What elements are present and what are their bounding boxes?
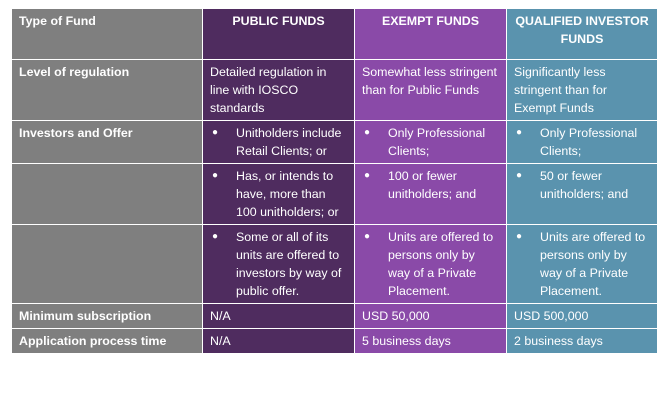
process-time-label: Application process time bbox=[11, 328, 203, 354]
process-time-exempt: 5 business days bbox=[354, 328, 507, 354]
regulation-exempt: Somewhat less stringent than for Public … bbox=[354, 59, 507, 121]
regulation-public: Detailed regulation in line with IOSCO s… bbox=[202, 59, 355, 121]
investors-public-1: ● Unitholders include Retail Clients; or bbox=[202, 120, 355, 164]
bullet-text: 50 or fewer unitholders; and bbox=[540, 169, 629, 201]
investors-row-2: ● Has, or intends to have, more than 100 … bbox=[11, 163, 658, 225]
investors-exempt-2: ● 100 or fewer unitholders; and bbox=[354, 163, 507, 225]
investors-row-1: Investors and Offer ● Unitholders include… bbox=[11, 120, 658, 164]
header-row: Type of Fund PUBLIC FUNDS EXEMPT FUNDS Q… bbox=[11, 8, 658, 60]
bullet-text: Unitholders include Retail Clients; or bbox=[236, 126, 342, 158]
bullet-text: Only Professional Clients; bbox=[540, 126, 638, 158]
investors-label-empty bbox=[11, 163, 203, 225]
funds-comparison-table: Type of Fund PUBLIC FUNDS EXEMPT FUNDS Q… bbox=[11, 8, 658, 354]
bullet-icon: ● bbox=[212, 170, 219, 181]
bullet-icon: ● bbox=[364, 127, 371, 138]
investors-label-empty bbox=[11, 224, 203, 304]
investors-qualified-2: ● 50 or fewer unitholders; and bbox=[506, 163, 658, 225]
header-public-funds: PUBLIC FUNDS bbox=[202, 8, 355, 60]
investors-row-3: ● Some or all of its units are offered to… bbox=[11, 224, 658, 304]
bullet-icon: ● bbox=[516, 231, 523, 242]
bullet-icon: ● bbox=[364, 170, 371, 181]
min-subscription-exempt: USD 50,000 bbox=[354, 303, 507, 329]
bullet-icon: ● bbox=[364, 231, 371, 242]
investors-label: Investors and Offer bbox=[11, 120, 203, 164]
investors-exempt-3: ● Units are offered to persons only by wa… bbox=[354, 224, 507, 304]
regulation-qualified: Significantly less stringent than for Ex… bbox=[506, 59, 658, 121]
regulation-label: Level of regulation bbox=[11, 59, 203, 121]
header-exempt-funds: EXEMPT FUNDS bbox=[354, 8, 507, 60]
bullet-text: Some or all of its units are offered to … bbox=[236, 230, 342, 298]
investors-exempt-1: ● Only Professional Clients; bbox=[354, 120, 507, 164]
bullet-text: Only Professional Clients; bbox=[388, 126, 486, 158]
bullet-icon: ● bbox=[212, 127, 219, 138]
investors-qualified-1: ● Only Professional Clients; bbox=[506, 120, 658, 164]
investors-public-3: ● Some or all of its units are offered to… bbox=[202, 224, 355, 304]
min-subscription-public: N/A bbox=[202, 303, 355, 329]
funds-comparison-table-wrapper: Type of Fund PUBLIC FUNDS EXEMPT FUNDS Q… bbox=[11, 8, 658, 354]
min-subscription-row: Minimum subscription N/A USD 50,000 USD … bbox=[11, 303, 658, 329]
regulation-row: Level of regulation Detailed regulation … bbox=[11, 59, 658, 121]
bullet-text: Units are offered to persons only by way… bbox=[388, 230, 494, 298]
bullet-icon: ● bbox=[516, 127, 523, 138]
min-subscription-qualified: USD 500,000 bbox=[506, 303, 658, 329]
bullet-text: 100 or fewer unitholders; and bbox=[388, 169, 477, 201]
process-time-row: Application process time N/A 5 business … bbox=[11, 328, 658, 354]
bullet-text: Units are offered to persons only by way… bbox=[540, 230, 646, 298]
process-time-qualified: 2 business days bbox=[506, 328, 658, 354]
header-type-of-fund: Type of Fund bbox=[11, 8, 203, 60]
bullet-icon: ● bbox=[516, 170, 523, 181]
investors-public-2: ● Has, or intends to have, more than 100 … bbox=[202, 163, 355, 225]
bullet-text: Has, or intends to have, more than 100 u… bbox=[236, 169, 339, 219]
min-subscription-label: Minimum subscription bbox=[11, 303, 203, 329]
bullet-icon: ● bbox=[212, 231, 219, 242]
investors-qualified-3: ● Units are offered to persons only by wa… bbox=[506, 224, 658, 304]
header-qualified-investor-funds: QUALIFIED INVESTOR FUNDS bbox=[506, 8, 658, 60]
process-time-public: N/A bbox=[202, 328, 355, 354]
